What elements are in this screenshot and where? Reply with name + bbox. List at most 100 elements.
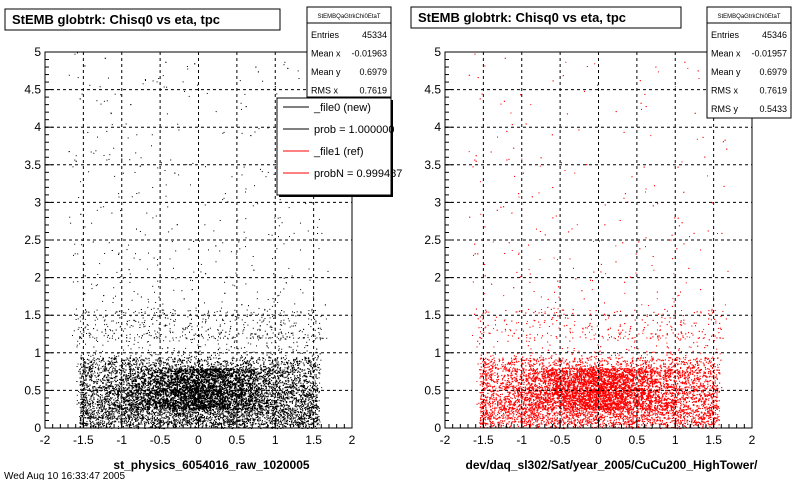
data-point	[207, 310, 209, 312]
data-point	[243, 231, 245, 233]
data-point	[153, 413, 155, 415]
data-point	[116, 408, 118, 410]
data-point	[102, 408, 104, 410]
data-point	[83, 397, 85, 399]
data-point	[221, 392, 223, 394]
data-point	[145, 80, 146, 81]
data-point	[292, 311, 293, 313]
data-point	[178, 379, 180, 381]
data-point	[254, 409, 256, 411]
data-point	[86, 333, 88, 334]
data-point	[255, 407, 257, 409]
data-point	[121, 411, 123, 413]
data-point	[232, 284, 234, 286]
data-point	[300, 422, 302, 424]
data-point	[266, 345, 268, 347]
data-point	[189, 322, 191, 324]
data-point	[165, 324, 166, 326]
data-point	[170, 413, 172, 415]
data-point	[140, 355, 142, 357]
data-point	[146, 419, 148, 421]
data-point	[133, 312, 135, 314]
data-point	[245, 191, 246, 193]
data-point	[165, 412, 167, 414]
data-point	[117, 418, 119, 420]
data-point	[269, 337, 271, 339]
data-point	[103, 387, 105, 388]
data-point	[118, 322, 120, 324]
data-point	[212, 335, 214, 337]
data-point	[233, 423, 234, 424]
data-point	[77, 253, 79, 255]
data-point	[122, 172, 124, 174]
data-point	[130, 374, 132, 376]
data-point	[90, 398, 92, 400]
data-point	[282, 335, 284, 337]
data-point	[139, 324, 141, 326]
data-point	[179, 420, 181, 422]
data-point	[302, 392, 304, 394]
data-point	[157, 315, 159, 317]
data-point	[109, 414, 111, 416]
data-point	[105, 332, 107, 334]
scatter-points	[68, 52, 329, 430]
data-point	[103, 388, 105, 390]
data-point	[165, 398, 167, 400]
data-point	[278, 225, 280, 227]
data-point	[231, 176, 233, 178]
data-point	[186, 419, 188, 421]
data-point	[215, 111, 217, 113]
data-point	[253, 394, 255, 396]
data-point	[110, 414, 112, 416]
data-point	[88, 311, 90, 313]
data-point	[318, 218, 320, 220]
data-point	[270, 406, 272, 408]
data-point	[261, 337, 263, 339]
data-point	[271, 337, 273, 339]
data-point	[113, 395, 115, 397]
data-point	[232, 362, 234, 364]
data-point	[240, 376, 242, 378]
data-point	[85, 389, 87, 391]
data-point	[97, 414, 99, 416]
data-point	[199, 413, 201, 415]
data-point	[202, 420, 204, 422]
data-point	[269, 387, 271, 389]
data-point	[137, 412, 139, 414]
data-point	[254, 185, 255, 187]
data-point	[145, 405, 147, 406]
data-point	[252, 319, 254, 321]
data-point	[316, 374, 317, 376]
data-point	[261, 406, 263, 407]
data-point	[87, 329, 89, 330]
data-point	[297, 337, 299, 339]
data-point	[143, 376, 145, 378]
data-point	[300, 415, 302, 417]
data-point	[309, 364, 311, 366]
data-point	[219, 412, 221, 414]
data-point	[280, 410, 282, 412]
data-point	[310, 319, 312, 321]
data-point	[104, 324, 106, 326]
data-point	[177, 123, 179, 125]
data-point	[294, 419, 296, 421]
data-point	[280, 367, 282, 368]
data-point	[208, 317, 209, 319]
data-point	[127, 421, 128, 423]
data-point	[269, 403, 271, 405]
data-point	[243, 324, 245, 326]
data-point	[295, 385, 297, 387]
data-point	[168, 418, 170, 420]
data-point	[82, 313, 84, 315]
data-point	[222, 352, 224, 354]
data-point	[186, 422, 188, 424]
data-point	[302, 337, 304, 339]
data-point	[320, 328, 322, 330]
data-point	[249, 408, 251, 410]
data-point	[266, 404, 267, 406]
data-point	[97, 364, 98, 366]
data-point	[261, 367, 263, 369]
data-point	[314, 329, 316, 331]
data-point	[80, 423, 82, 425]
data-point	[92, 392, 94, 394]
